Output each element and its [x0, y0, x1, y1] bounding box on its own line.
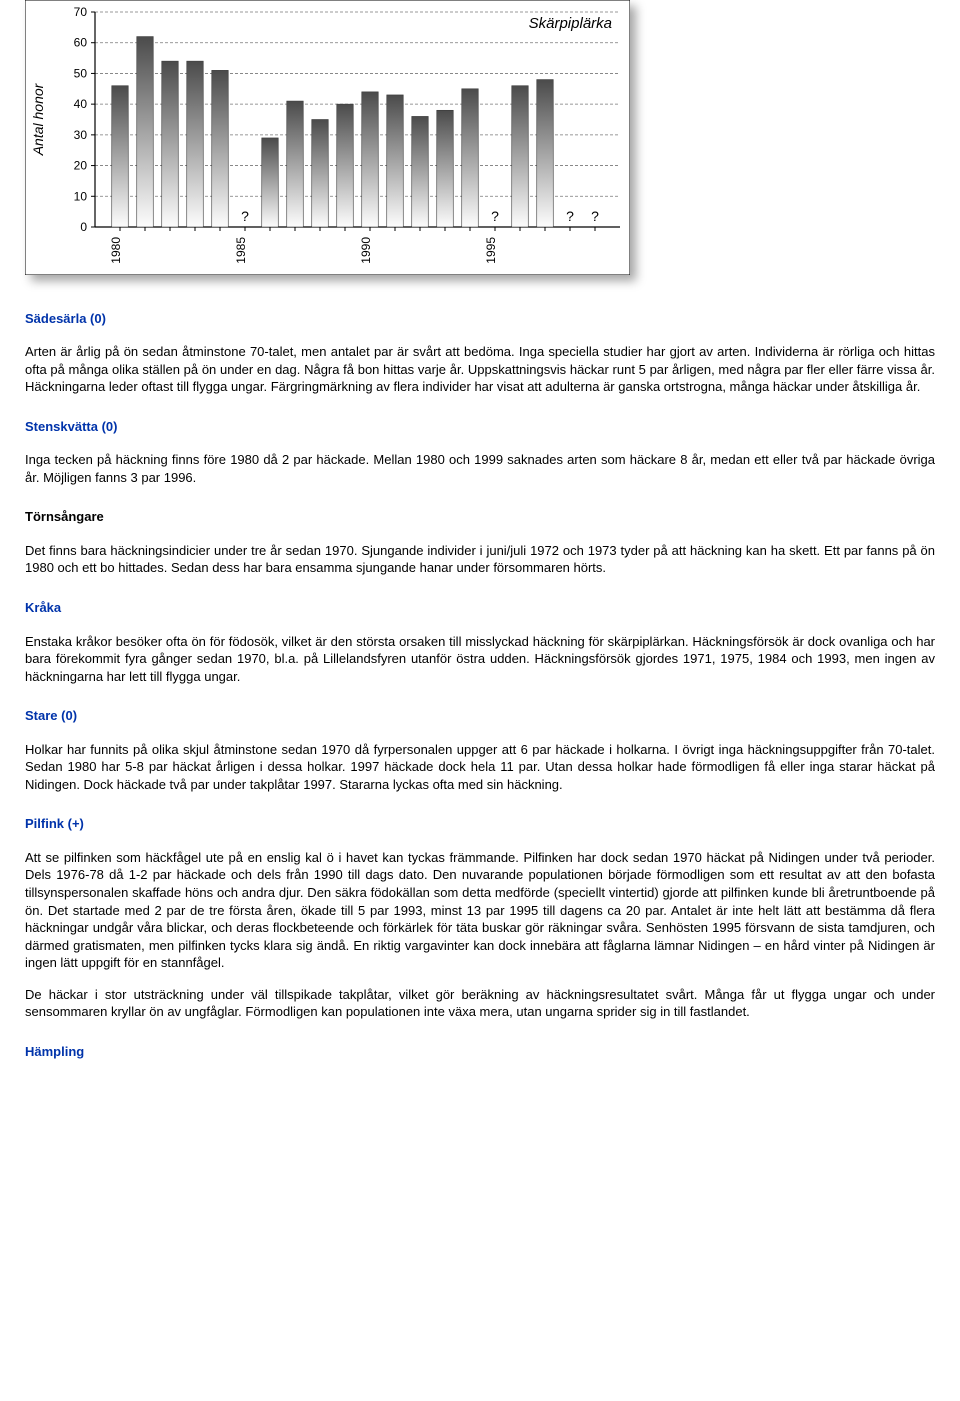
section-heading-stenskvatta: Stenskvätta (0) — [25, 418, 935, 436]
svg-text:40: 40 — [74, 97, 88, 111]
section-heading-stare: Stare (0) — [25, 707, 935, 725]
section-heading-hampling: Hämpling — [25, 1043, 935, 1061]
section-stenskvatta-paragraph: Inga tecken på häckning finns före 1980 … — [25, 451, 935, 486]
svg-text:1990: 1990 — [359, 237, 373, 264]
svg-text:0: 0 — [80, 220, 87, 234]
svg-text:1995: 1995 — [484, 237, 498, 264]
svg-text:?: ? — [491, 208, 499, 224]
section-heading-pilfink: Pilfink (+) — [25, 815, 935, 833]
document-body: Sädesärla (0) Arten är årlig på ön sedan … — [25, 310, 935, 1061]
section-kraka-paragraph: Enstaka kråkor besöker ofta ön för födos… — [25, 633, 935, 686]
svg-text:60: 60 — [74, 36, 88, 50]
svg-text:1985: 1985 — [234, 237, 248, 264]
svg-text:70: 70 — [74, 5, 88, 19]
svg-text:Antal honor: Antal honor — [30, 82, 46, 156]
section-pilfink-paragraph: De häckar i stor utsträckning under väl … — [25, 986, 935, 1021]
svg-text:Skärpiplärka: Skärpiplärka — [529, 15, 612, 32]
svg-text:20: 20 — [74, 159, 88, 173]
section-heading-sadesarla: Sädesärla (0) — [25, 310, 935, 328]
section-sadesarla-paragraph: Arten är årlig på ön sedan åtminstone 70… — [25, 343, 935, 396]
section-heading-tornsangare: Törnsångare — [25, 508, 935, 526]
svg-text:10: 10 — [74, 189, 88, 203]
svg-text:1980: 1980 — [109, 237, 123, 264]
svg-text:30: 30 — [74, 128, 88, 142]
section-pilfink-paragraph: Att se pilfinken som häckfågel ute på en… — [25, 849, 935, 972]
chart-container: 0 10 20 30 40 50 60 70???? 1980 1985 1990 1995 Antal… — [25, 0, 630, 280]
section-stare-paragraph: Holkar har funnits på olika skjul åtmins… — [25, 741, 935, 794]
section-heading-kraka: Kråka — [25, 599, 935, 617]
section-tornsangare-paragraph: Det finns bara häckningsindicier under t… — [25, 542, 935, 577]
svg-text:50: 50 — [74, 66, 88, 80]
svg-text:?: ? — [566, 208, 574, 224]
svg-text:?: ? — [241, 208, 249, 224]
svg-text:?: ? — [591, 208, 599, 224]
skarpiplarka-chart: 0 10 20 30 40 50 60 70???? 1980 1985 1990 1995 Antal… — [25, 0, 630, 275]
